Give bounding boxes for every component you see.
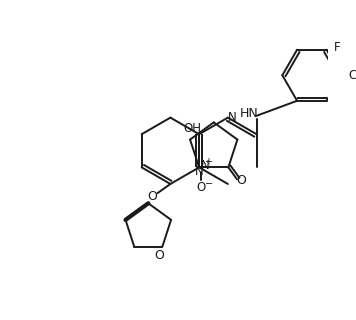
Text: +: + (204, 157, 212, 167)
Text: O: O (155, 249, 164, 262)
Text: HN: HN (240, 108, 258, 120)
Text: N: N (195, 165, 204, 179)
Text: OH: OH (184, 122, 202, 135)
Text: O: O (236, 174, 246, 187)
Text: O: O (197, 181, 206, 194)
Text: Cl: Cl (349, 69, 356, 82)
Text: F: F (334, 41, 341, 54)
Text: −: − (205, 179, 213, 189)
Text: O: O (147, 190, 157, 203)
Text: N: N (201, 159, 210, 172)
Text: N: N (228, 111, 237, 124)
